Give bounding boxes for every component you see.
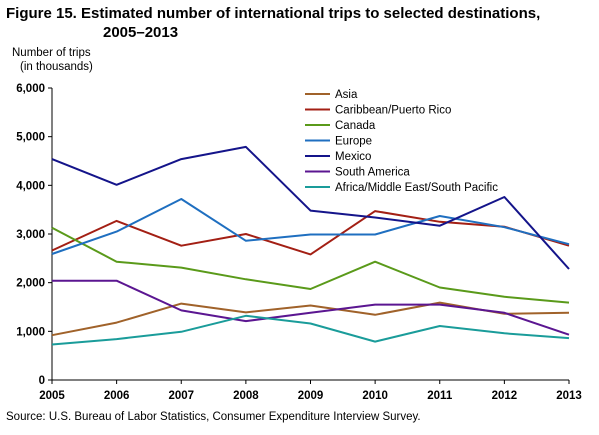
legend-label: Caribbean/Puerto Rico — [335, 105, 451, 117]
y-tick-label: 5,000 — [16, 132, 45, 144]
y-tick-label: 3,000 — [16, 229, 45, 241]
legend-label: Africa/Middle East/South Pacific — [335, 182, 498, 194]
x-tick-label: 2007 — [168, 390, 194, 402]
series-line — [51, 314, 570, 346]
y-tick-label: 0 — [39, 375, 45, 387]
chart-title-line1: Figure 15. Estimated number of internati… — [6, 5, 541, 22]
series-line — [52, 279, 570, 336]
legend-label: Asia — [335, 89, 358, 101]
legend-label: Canada — [335, 120, 376, 132]
x-tick-label: 2013 — [556, 390, 582, 402]
series-line — [51, 145, 570, 270]
x-tick-label: 2005 — [39, 390, 65, 402]
chart-title-line2: 2005–2013 — [103, 24, 179, 41]
legend-label: Mexico — [335, 151, 371, 163]
series-line — [51, 301, 570, 337]
x-tick-label: 2009 — [298, 390, 324, 402]
x-tick-label: 2011 — [427, 390, 453, 402]
source-note: Source: U.S. Bureau of Labor Statistics,… — [6, 411, 421, 423]
y-tick-label: 6,000 — [16, 83, 45, 95]
series-line — [51, 198, 570, 255]
x-tick-label: 2010 — [362, 390, 388, 402]
y-axis-label-line2: (in thousands) — [20, 61, 93, 73]
y-tick-label: 2,000 — [16, 278, 45, 290]
x-tick-label: 2012 — [492, 390, 518, 402]
y-axis-label-line1: Number of trips — [12, 47, 91, 59]
series-line — [51, 210, 570, 256]
legend-label: South America — [335, 167, 410, 179]
y-tick-label: 1,000 — [16, 326, 45, 338]
y-axis-label: Number of trips (in thousands) — [12, 46, 93, 74]
chart-title: Figure 15. Estimated number of internati… — [6, 4, 596, 42]
x-tick-label: 2008 — [233, 390, 259, 402]
legend-label: Europe — [335, 136, 372, 148]
y-tick-label: 4,000 — [16, 180, 45, 192]
x-tick-label: 2006 — [104, 390, 130, 402]
series-line — [51, 226, 570, 304]
